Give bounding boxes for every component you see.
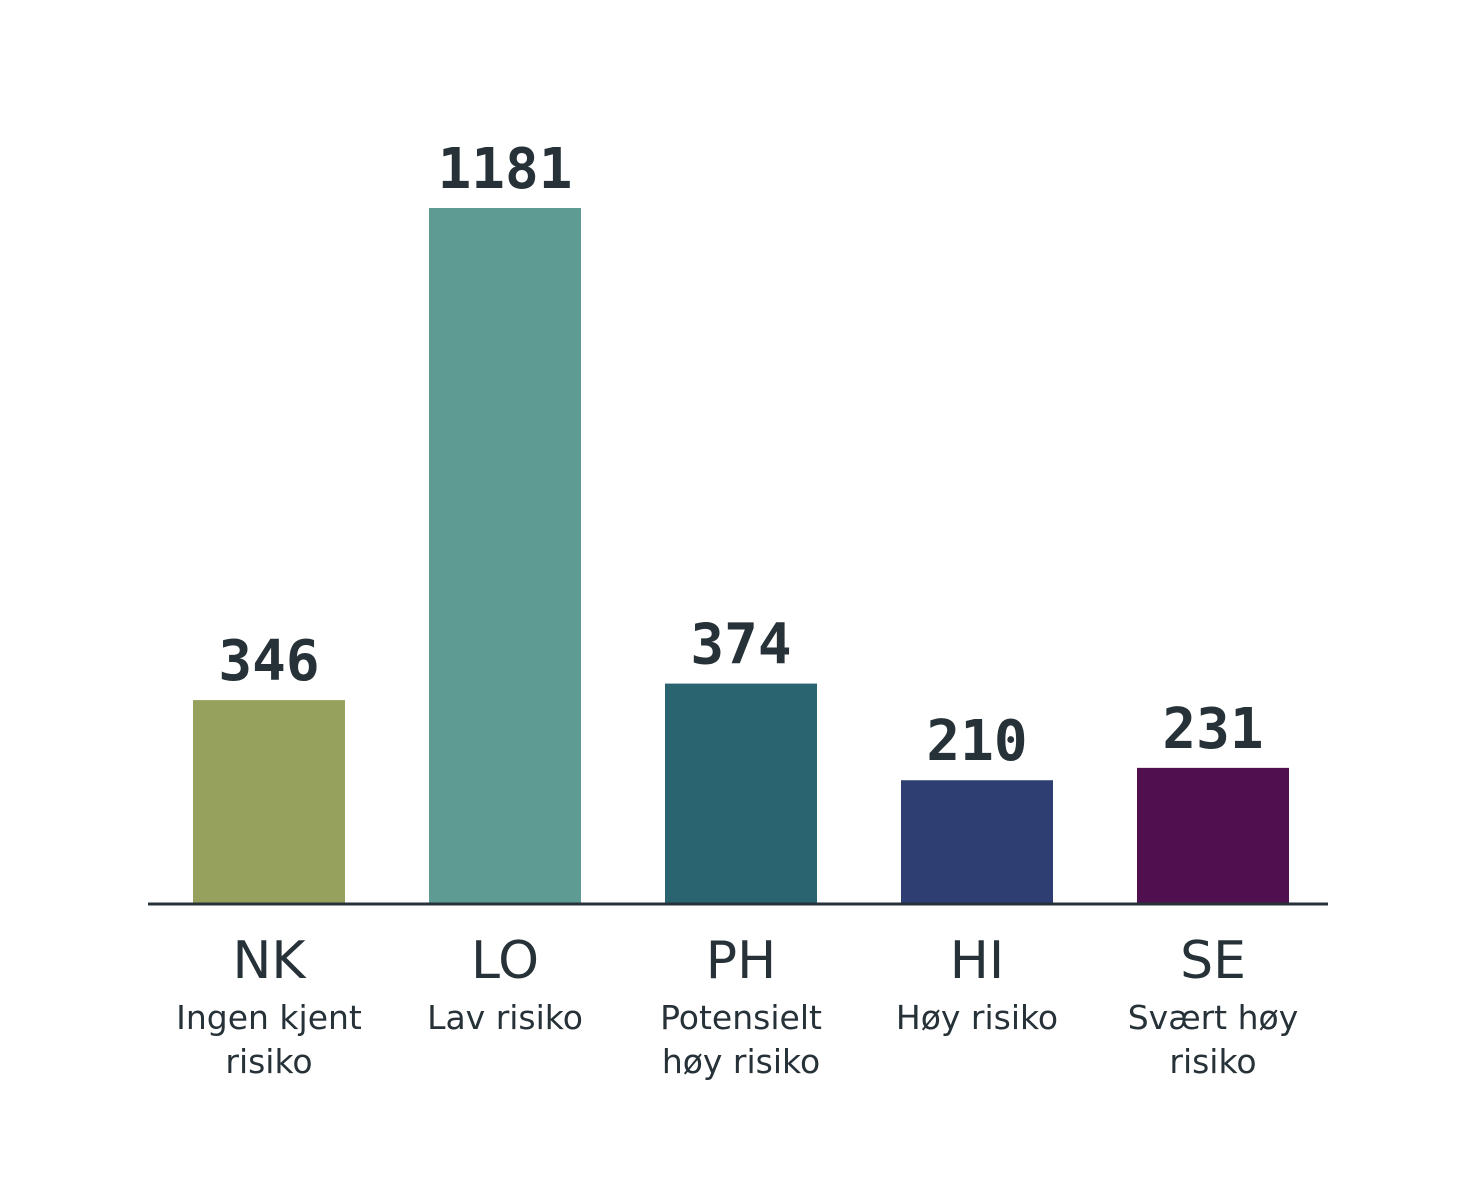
category-description: Svært høy risiko (1127, 998, 1299, 1081)
category-label: PH (706, 931, 776, 991)
category-description: Potensielt høy risiko (660, 998, 822, 1081)
bar (901, 780, 1053, 904)
category-label: LO (471, 931, 539, 991)
bar (1137, 767, 1289, 904)
bar (193, 700, 345, 904)
category-description: Lav risiko (427, 998, 583, 1037)
value-label: 231 (1162, 697, 1263, 762)
value-label: 374 (690, 613, 791, 678)
category-label: HI (950, 931, 1004, 991)
category-description: Ingen kjent risiko (176, 998, 362, 1081)
category-description: Høy risiko (895, 998, 1059, 1037)
bar (665, 683, 817, 904)
bar (429, 208, 581, 904)
value-label: 210 (926, 709, 1027, 774)
value-label: 346 (218, 629, 319, 694)
category-label: NK (233, 931, 308, 991)
category-label: SE (1180, 931, 1246, 991)
value-label: 1181 (438, 137, 573, 202)
